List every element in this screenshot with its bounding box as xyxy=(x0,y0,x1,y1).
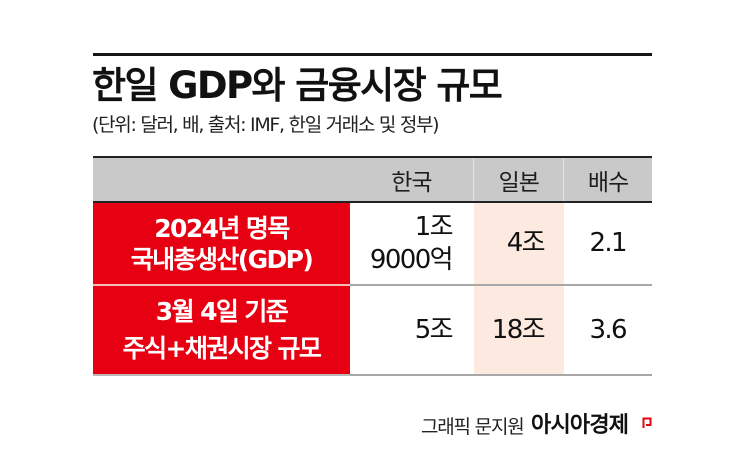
graphic-credit: 그래픽 문지원 xyxy=(421,416,525,438)
row-label-line: 국내총생산(GDP) xyxy=(130,245,314,274)
table-header-row: 한국 일본 배수 xyxy=(93,156,652,203)
japan-value: 18조 xyxy=(474,286,564,376)
ratio-value: 2.1 xyxy=(564,203,652,286)
data-table: 한국 일본 배수 2024년 명목 국내총생산(GDP) 1조 9000억 4조… xyxy=(93,156,652,376)
table-row: 2024년 명목 국내총생산(GDP) 1조 9000억 4조 2.1 xyxy=(93,203,652,286)
korea-value-line: 9000억 xyxy=(369,244,454,275)
page-title: 한일 GDP와 금융시장 규모 xyxy=(92,64,503,107)
row-label-line: 주식+채권시장 규모 xyxy=(122,334,322,363)
brand-logo-text: 아시아경제 xyxy=(531,413,629,438)
korea-value: 1조 9000억 xyxy=(350,203,474,286)
ratio-value-text: 2.1 xyxy=(589,228,627,258)
ratio-value-text: 3.6 xyxy=(589,314,627,345)
japan-value: 4조 xyxy=(474,203,564,286)
header-japan: 일본 xyxy=(473,158,563,201)
header-korea: 한국 xyxy=(391,169,432,196)
korea-value-line: 5조 xyxy=(414,314,454,345)
subtitle-units-source: (단위: 달러, 배, 출처: IMF, 한일 거래소 및 정부) xyxy=(92,114,440,136)
table-row: 3월 4일 기준 주식+채권시장 규모 5조 18조 3.6 xyxy=(93,286,652,376)
japan-value-text: 4조 xyxy=(506,228,546,258)
korea-value: 5조 xyxy=(350,286,474,376)
row-label-line: 3월 4일 기준 xyxy=(155,297,289,326)
ratio-value: 3.6 xyxy=(564,286,652,376)
header-label-cell xyxy=(93,158,350,201)
row-label: 3월 4일 기준 주식+채권시장 규모 xyxy=(93,286,350,376)
brand-mark-icon xyxy=(642,417,652,428)
header-ratio: 배수 xyxy=(563,158,652,201)
top-rule xyxy=(93,53,652,56)
korea-value-line: 1조 xyxy=(414,211,454,242)
row-label: 2024년 명목 국내총생산(GDP) xyxy=(93,203,350,286)
japan-value-text: 18조 xyxy=(491,314,546,345)
row-label-line: 2024년 명목 xyxy=(154,214,290,243)
